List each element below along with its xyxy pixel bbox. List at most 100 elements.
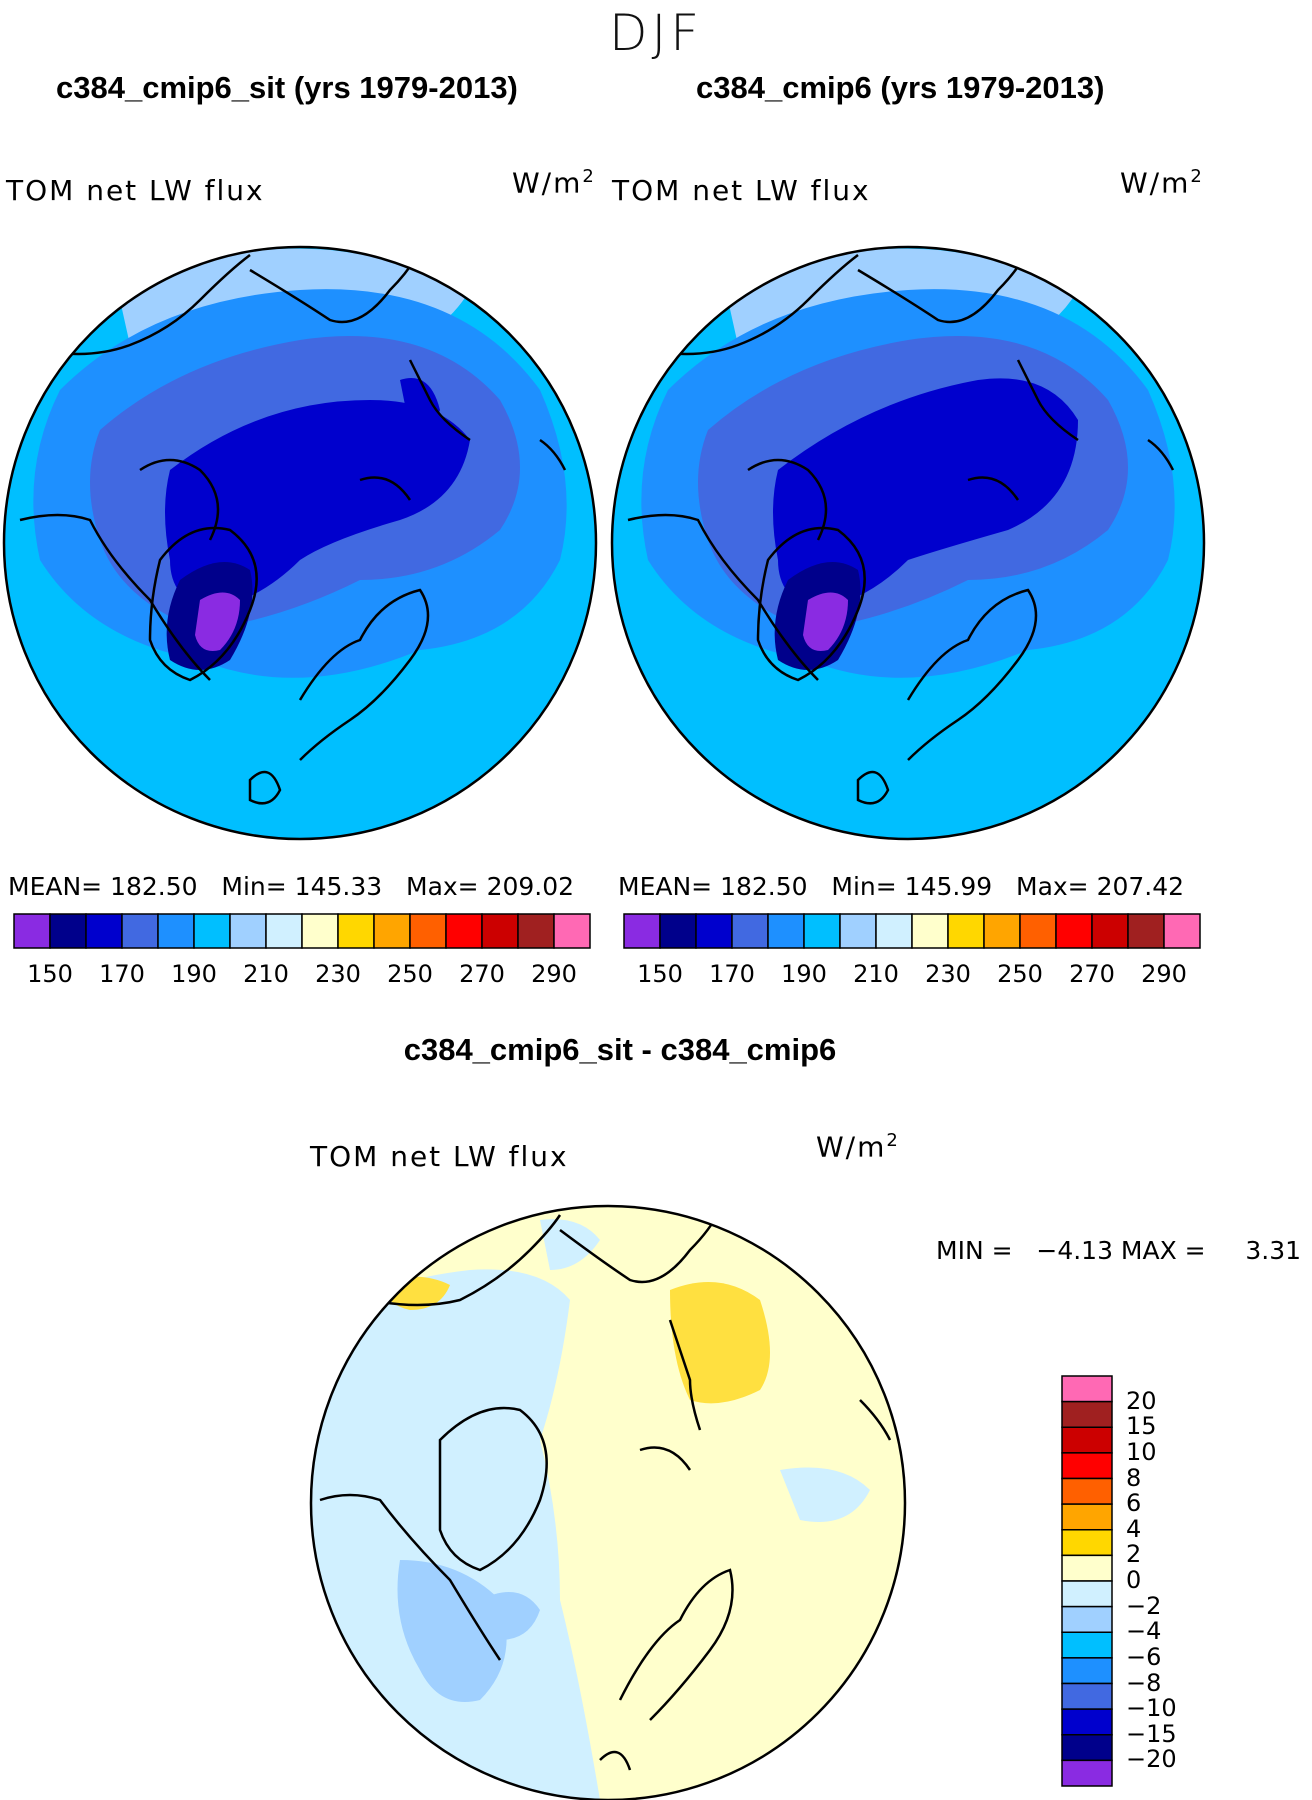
diff-colorbar-tick-label: 2 <box>1126 1540 1142 1569</box>
diff-colorbar-swatch <box>1061 1580 1113 1608</box>
panel-1-units: W/m2 <box>512 166 596 200</box>
diff-colorbar-tick-label: 20 <box>1126 1386 1157 1415</box>
panel-1-max-label: Max= <box>406 872 479 901</box>
panel-1-colorbar-tick-label: 230 <box>315 960 361 988</box>
panel-2-colorbar-swatch <box>1019 913 1057 949</box>
panel-2-colorbar-tick-label: 290 <box>1141 960 1187 988</box>
panel-1-colorbar-swatch <box>517 913 555 949</box>
diff-variable-label: TOM net LW flux <box>310 1140 569 1173</box>
diff-colorbar-tick-label: −20 <box>1126 1745 1177 1774</box>
panel-1-colorbar-swatch <box>481 913 519 949</box>
panel-2-colorbar-swatch <box>983 913 1021 949</box>
panel-1-min-value: 145.33 <box>294 872 383 901</box>
panel-2-title: c384_cmip6 (yrs 1979-2013) <box>696 70 1105 105</box>
diff-minmax: MIN = −4.13 MAX = 3.31 <box>936 1236 1302 1265</box>
diff-colorbar-tick-label: 0 <box>1126 1566 1142 1594</box>
panel-1-colorbar-swatch <box>13 913 51 949</box>
panel-2-colorbar-tick-label: 170 <box>709 960 755 988</box>
diff-colorbar-tick-label: 15 <box>1126 1412 1157 1441</box>
panel-2-colorbar-swatch <box>947 913 985 949</box>
diff-colorbar-swatch <box>1061 1477 1113 1505</box>
panel-1-min-label: Min= <box>221 872 287 901</box>
panel-1-colorbar-tick-label: 270 <box>459 960 505 988</box>
diff-colorbar-tick-label: −4 <box>1126 1617 1162 1646</box>
panel-2-colorbar-tick-label: 210 <box>853 960 899 988</box>
panel-2-map <box>612 247 1204 839</box>
panel-1-mean-value: 182.50 <box>110 872 198 901</box>
panel-1-colorbar-swatch <box>157 913 195 949</box>
panel-2-colorbar-tick-label: 150 <box>637 960 683 988</box>
diff-colorbar-swatch <box>1061 1708 1113 1736</box>
diff-colorbar-tick-label: 4 <box>1126 1514 1142 1543</box>
panel-1-colorbar-swatch <box>373 913 411 949</box>
panel-1-colorbar-swatch <box>301 913 339 949</box>
panel-1-colorbar-swatch <box>553 913 591 949</box>
panel-2-colorbar-swatch <box>767 913 805 949</box>
diff-colorbar-swatch <box>1061 1631 1113 1659</box>
panel-1-stats: MEAN= 182.50 Min= 145.33 Max= 209.02 <box>8 872 574 901</box>
panel-1-title: c384_cmip6_sit (yrs 1979-2013) <box>56 70 518 105</box>
panel-2-min-label: Min= <box>831 872 897 901</box>
panel-1-colorbar-swatch <box>337 913 375 949</box>
season-title: DJF <box>608 4 703 62</box>
panel-2-min-value: 145.99 <box>904 872 993 901</box>
diff-colorbar-swatch <box>1061 1529 1113 1557</box>
panel-1-colorbar-swatch <box>265 913 303 949</box>
panel-1-colorbar-swatch <box>229 913 267 949</box>
diff-map <box>311 1206 905 1800</box>
panel-1-mean-label: MEAN= <box>8 872 103 901</box>
panel-2-colorbar-swatch <box>839 913 877 949</box>
diff-units: W/m2 <box>816 1130 900 1164</box>
diff-colorbar-swatch <box>1061 1452 1113 1480</box>
panel-2-colorbar-tick-label: 270 <box>1069 960 1115 988</box>
panel-2-colorbar-swatch <box>1055 913 1093 949</box>
diff-colorbar-tick-label: −8 <box>1126 1668 1162 1697</box>
diff-colorbar-tick-label: 6 <box>1126 1489 1142 1518</box>
diff-title: c384_cmip6_sit - c384_cmip6 <box>403 1032 837 1067</box>
panel-1-colorbar-tick-label: 210 <box>243 960 289 988</box>
panel-1-colorbar-swatch <box>193 913 231 949</box>
panel-2-colorbar-swatch <box>1091 913 1129 949</box>
panel-1-colorbar-tick-label: 290 <box>531 960 577 988</box>
panel-1-colorbar-swatch <box>49 913 87 949</box>
panel-1-map <box>4 247 596 839</box>
panel-1-colorbar-swatch <box>85 913 123 949</box>
panel-2-units: W/m2 <box>1120 166 1204 200</box>
panel-2-mean-value: 182.50 <box>720 872 808 901</box>
panel-2-colorbar-swatch <box>1127 913 1165 949</box>
panel-2-max-value: 207.42 <box>1096 872 1185 901</box>
diff-colorbar-tick-label: −10 <box>1126 1694 1177 1723</box>
diff-colorbar-tick-label: 8 <box>1126 1463 1142 1492</box>
panel-2-colorbar-swatch <box>1163 913 1201 949</box>
panel-2-colorbar-tick-label: 250 <box>997 960 1043 988</box>
panel-2-colorbar-swatch <box>911 913 949 949</box>
panel-2-mean-label: MEAN= <box>618 872 713 901</box>
diff-colorbar-tick-label: 10 <box>1126 1437 1157 1466</box>
diff-colorbar-tick-label: −6 <box>1126 1642 1162 1671</box>
diff-colorbar-swatch <box>1061 1503 1113 1531</box>
diff-colorbar-swatch <box>1061 1554 1113 1582</box>
panel-2-colorbar <box>623 913 1201 949</box>
panel-2-colorbar-swatch <box>659 913 697 949</box>
panel-1-colorbar-tick-label: 250 <box>387 960 433 988</box>
panel-2-colorbar-swatch <box>731 913 769 949</box>
diff-colorbar-swatch <box>1061 1759 1113 1787</box>
panel-1-colorbar-swatch <box>445 913 483 949</box>
panel-1-max-value: 209.02 <box>486 872 575 901</box>
panel-2-colorbar-swatch <box>695 913 733 949</box>
diff-colorbar-swatch <box>1061 1682 1113 1710</box>
panel-2-stats: MEAN= 182.50 Min= 145.99 Max= 207.42 <box>618 872 1184 901</box>
panel-1-colorbar-swatch <box>409 913 447 949</box>
panel-2-max-label: Max= <box>1016 872 1089 901</box>
diff-colorbar-swatch <box>1061 1605 1113 1633</box>
diff-colorbar-swatch <box>1061 1734 1113 1762</box>
diff-colorbar-tick-label: −2 <box>1126 1591 1162 1620</box>
panel-1-variable-label: TOM net LW flux <box>6 174 265 207</box>
panel-1-colorbar-swatch <box>121 913 159 949</box>
panel-2-colorbar-swatch <box>803 913 841 949</box>
panel-2-variable-label: TOM net LW flux <box>612 174 871 207</box>
panel-2-colorbar-swatch <box>875 913 913 949</box>
diff-colorbar-swatch <box>1061 1426 1113 1454</box>
diff-colorbar-swatch <box>1061 1375 1113 1403</box>
